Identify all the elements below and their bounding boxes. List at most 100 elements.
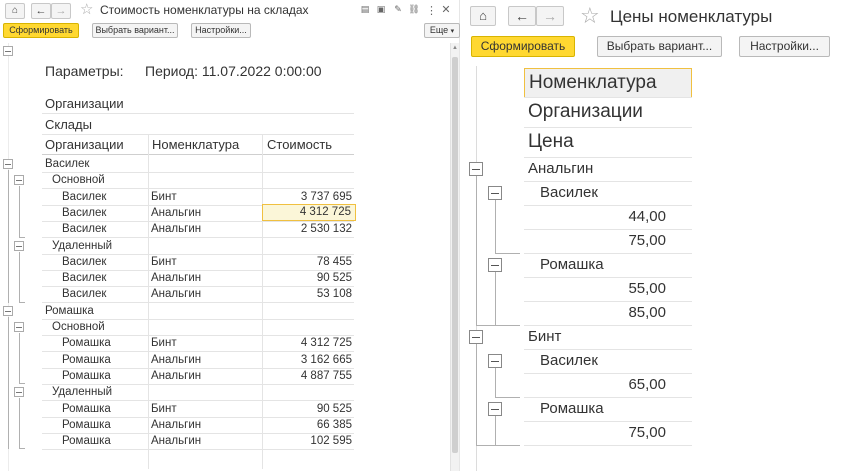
value-cell[interactable]: 90 525: [316, 272, 352, 285]
table-row[interactable]: Василек Анальгин 53 108: [0, 286, 358, 302]
value-cell[interactable]: 53 108: [316, 288, 352, 301]
select-variant-button[interactable]: Выбрать вариант...: [92, 23, 178, 38]
collapse-org-icon[interactable]: [488, 258, 502, 272]
grid-line: [42, 318, 354, 320]
report-spreadsheet: Параметры: Период: 11.07.2022 0:00:00 Орга…: [0, 43, 448, 471]
collapse-group-icon[interactable]: [3, 159, 13, 169]
collapse-all-icon[interactable]: [3, 46, 13, 56]
table-row[interactable]: Василек Бинт 78 455: [0, 254, 358, 270]
collapse-warehouse-icon[interactable]: [14, 322, 24, 332]
item-cell: Анальгин: [151, 288, 202, 301]
grid-line: [42, 302, 354, 304]
grid-line: [524, 253, 692, 254]
table-row[interactable]: Ромашка Бинт 90 525: [0, 401, 358, 417]
table-row[interactable]: Василек Анальгин 4 312 725: [0, 203, 358, 221]
header-cell: Цена: [528, 131, 574, 152]
link-icon[interactable]: ⛓: [408, 4, 420, 14]
select-variant-button-right[interactable]: Выбрать вариант...: [597, 36, 722, 57]
value-cell[interactable]: 3 162 665: [300, 353, 352, 366]
table-row[interactable]: Ромашка Анальгин 66 385: [0, 417, 358, 433]
table-row[interactable]: Ромашка Анальгин 3 162 665: [0, 352, 358, 368]
collapse-org-icon[interactable]: [488, 402, 502, 416]
org-cell: Ромашка: [62, 418, 111, 431]
more-button[interactable]: Еще ▾: [424, 23, 460, 38]
item-cell: Анальгин: [151, 418, 202, 431]
back-button-right[interactable]: ←: [508, 6, 536, 26]
group-header: Склады: [45, 117, 92, 132]
close-icon[interactable]: ✕: [441, 4, 451, 16]
collapse-item-icon[interactable]: [469, 162, 483, 176]
right-report-window: ⌂ ← → ☆ Цены номенклатуры Сформировать В…: [466, 0, 868, 471]
value-cell[interactable]: 102 595: [310, 435, 352, 448]
scroll-thumb[interactable]: [452, 57, 458, 453]
group-header: Организации: [45, 96, 124, 111]
table-row[interactable]: Василек Анальгин 2 530 132: [0, 221, 358, 237]
grid-line: [42, 449, 354, 451]
generate-button[interactable]: Сформировать: [3, 23, 79, 38]
more-vertical-icon[interactable]: ⋮: [426, 5, 437, 17]
tree-line: [476, 176, 477, 326]
grid-line: [42, 237, 354, 239]
save-icon[interactable]: ▣: [376, 4, 386, 14]
report-title-right: Цены номенклатуры: [610, 7, 773, 26]
collapse-warehouse-icon[interactable]: [14, 387, 24, 398]
grid-line: [42, 253, 354, 255]
value-cell[interactable]: 78 455: [316, 255, 352, 268]
forward-button[interactable]: →: [51, 3, 71, 19]
price-cell[interactable]: 75,00: [628, 232, 666, 249]
org-cell: Ромашка: [62, 435, 111, 448]
settings-button-right[interactable]: Настройки...: [739, 36, 830, 57]
home-button-right[interactable]: ⌂: [470, 6, 496, 26]
collapse-org-icon[interactable]: [488, 186, 502, 200]
price-cell[interactable]: 55,00: [628, 280, 666, 297]
tree-line: [495, 368, 496, 398]
table-row[interactable]: Василек Бинт 3 737 695: [0, 189, 358, 205]
org-cell: Василек: [62, 206, 107, 219]
item-cell: Бинт: [151, 337, 177, 350]
value-cell[interactable]: 3 737 695: [300, 190, 352, 203]
scroll-up-arrow-icon[interactable]: ▲: [452, 45, 458, 51]
generate-button-right[interactable]: Сформировать: [471, 36, 575, 57]
item-group-label: Анальгин: [528, 160, 594, 177]
item-cell: Анальгин: [151, 223, 202, 236]
table-row[interactable]: Ромашка Бинт 4 312 725: [0, 335, 358, 351]
home-button[interactable]: ⌂: [5, 3, 25, 19]
column-header: Номенклатура: [152, 137, 240, 152]
favorite-star-icon[interactable]: ☆: [80, 1, 94, 18]
value-cell[interactable]: 2 530 132: [300, 223, 352, 236]
item-cell: Бинт: [151, 402, 177, 415]
table-row[interactable]: Ромашка Анальгин 4 887 755: [0, 368, 358, 384]
grid-line: [42, 286, 354, 288]
price-cell[interactable]: 65,00: [628, 376, 666, 393]
table-row[interactable]: Ромашка Анальгин 102 595: [0, 433, 358, 449]
print-icon[interactable]: ▤: [360, 4, 370, 14]
edit-icon[interactable]: ✎: [394, 4, 402, 14]
column-header: Организации: [45, 137, 124, 152]
org-cell: Василек: [62, 255, 107, 268]
price-cell[interactable]: 75,00: [628, 424, 666, 441]
table-row[interactable]: Василек Анальгин 90 525: [0, 270, 358, 286]
value-cell[interactable]: 90 525: [316, 402, 352, 415]
collapse-warehouse-icon[interactable]: [14, 240, 24, 251]
settings-button[interactable]: Настройки...: [191, 23, 251, 38]
org-cell: Ромашка: [62, 337, 111, 350]
value-cell[interactable]: 4 887 755: [300, 369, 352, 382]
back-button[interactable]: ←: [31, 3, 51, 19]
value-cell[interactable]: 66 385: [316, 418, 352, 431]
collapse-group-icon[interactable]: [3, 305, 13, 316]
grid-line: [42, 351, 354, 353]
favorite-star-icon[interactable]: ☆: [580, 3, 600, 28]
collapse-item-icon[interactable]: [469, 330, 483, 344]
selected-value-cell[interactable]: 4 312 725: [262, 203, 356, 221]
vertical-scrollbar[interactable]: ▲: [450, 43, 459, 471]
price-cell[interactable]: 44,00: [628, 208, 666, 225]
tree-line: [495, 272, 496, 326]
price-cell[interactable]: 85,00: [628, 304, 666, 321]
collapse-org-icon[interactable]: [488, 354, 502, 368]
grid-line: [42, 383, 354, 385]
collapse-warehouse-icon[interactable]: [14, 175, 24, 186]
forward-button-right[interactable]: →: [536, 6, 564, 26]
warehouse-label: Удаленный: [52, 386, 113, 399]
value-cell[interactable]: 4 312 725: [300, 337, 352, 350]
chevron-down-icon: ▾: [450, 28, 455, 35]
